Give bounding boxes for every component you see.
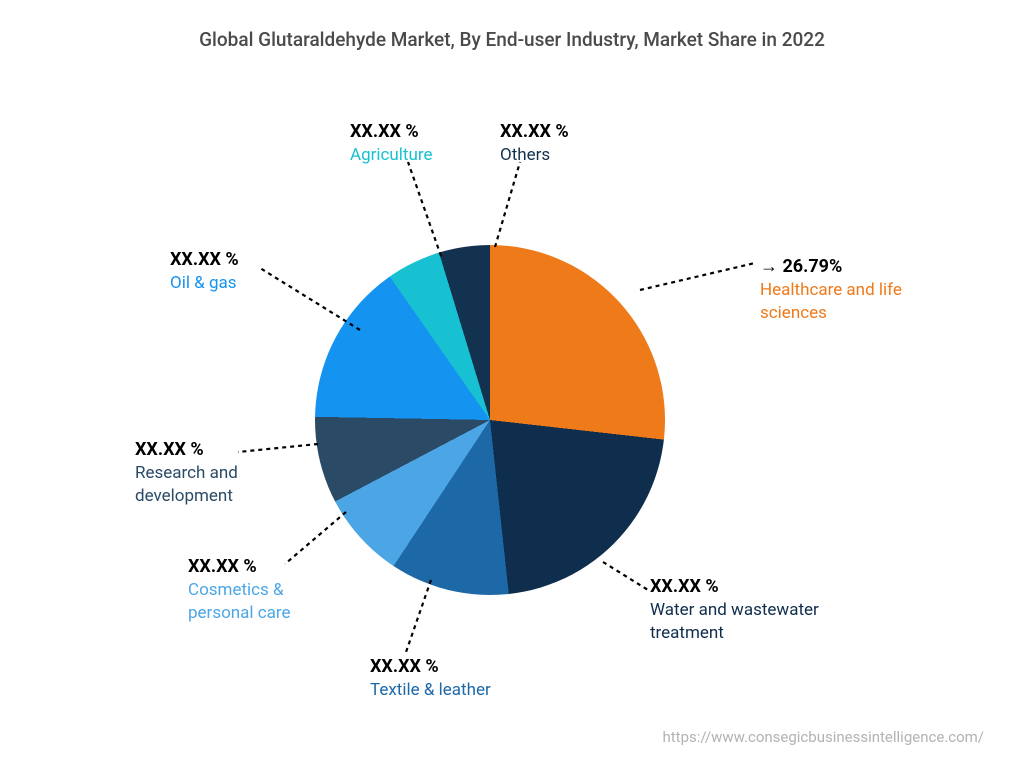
leader-line xyxy=(405,580,431,655)
pie-chart-container: Global Glutaraldehyde Market, By End-use… xyxy=(0,0,1024,768)
slice-percent-value: 26.79% xyxy=(782,256,842,277)
slice-label: XX.XX %Research and development xyxy=(135,438,305,508)
leader-line xyxy=(495,162,520,247)
slice-percent: XX.XX % xyxy=(370,655,570,679)
slice-percent: XX.XX % xyxy=(650,575,870,599)
footer-url: https://www.consegicbusinessintelligence… xyxy=(663,728,985,746)
slice-percent-value: XX.XX % xyxy=(135,439,204,460)
chart-title: Global Glutaraldehyde Market, By End-use… xyxy=(0,28,1024,51)
slice-label: XX.XX %Cosmetics & personal care xyxy=(188,555,348,625)
slice-name: Research and development xyxy=(135,462,305,508)
slice-percent-value: XX.XX % xyxy=(500,121,569,142)
slice-name: Textile & leather xyxy=(370,679,570,702)
leader-line xyxy=(603,562,648,590)
slice-percent-value: XX.XX % xyxy=(188,556,257,577)
slice-label: XX.XX %Agriculture xyxy=(350,120,500,167)
slice-name: Cosmetics & personal care xyxy=(188,579,348,625)
slice-name: Oil & gas xyxy=(170,272,320,295)
leader-line xyxy=(408,162,441,256)
slice-percent-value: XX.XX % xyxy=(370,656,439,677)
slice-label: XX.XX %Textile & leather xyxy=(370,655,570,702)
pie-chart xyxy=(315,245,665,595)
arrow-icon: → xyxy=(760,256,782,277)
slice-percent: XX.XX % xyxy=(170,248,320,272)
slice-percent: XX.XX % xyxy=(135,438,305,462)
slice-percent: → 26.79% xyxy=(760,255,960,279)
slice-label: XX.XX %Oil & gas xyxy=(170,248,320,295)
slice-percent: XX.XX % xyxy=(350,120,500,144)
slice-percent-value: XX.XX % xyxy=(350,121,419,142)
slice-percent: XX.XX % xyxy=(188,555,348,579)
slice-name: Others xyxy=(500,144,620,167)
slice-percent: XX.XX % xyxy=(500,120,620,144)
slice-name: Water and wastewater treatment xyxy=(650,599,870,645)
slice-name: Healthcare and life sciences xyxy=(760,279,960,325)
slice-label: → 26.79%Healthcare and life sciences xyxy=(760,255,960,325)
slice-label: XX.XX %Others xyxy=(500,120,620,167)
slice-name: Agriculture xyxy=(350,144,500,167)
leader-line xyxy=(640,263,755,290)
slice-percent-value: XX.XX % xyxy=(170,249,239,270)
slice-label: XX.XX %Water and wastewater treatment xyxy=(650,575,870,645)
slice-percent-value: XX.XX % xyxy=(650,576,719,597)
